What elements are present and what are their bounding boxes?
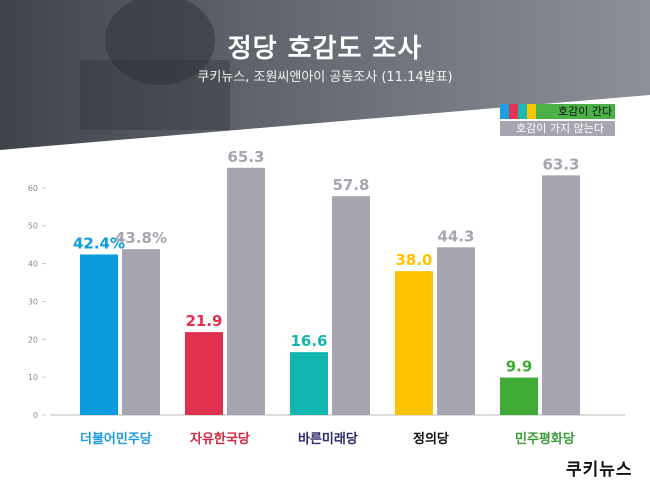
bar-dislike	[437, 247, 475, 415]
bar-like	[500, 377, 538, 415]
data-label: 43.8%	[115, 229, 167, 247]
legend-swatch-3	[518, 104, 527, 119]
bar-like	[185, 332, 223, 415]
data-label: 57.8	[332, 176, 369, 194]
bar-like	[80, 254, 118, 415]
party-label-1: 더불어민주당	[80, 432, 152, 447]
legend-swatch-1	[500, 104, 509, 119]
party-label-5: 민주평화당	[515, 432, 575, 447]
bar-like	[395, 271, 433, 415]
party-label-4: 정의당	[413, 432, 449, 447]
y-tick-label: 10	[28, 373, 38, 382]
bar-dislike	[227, 167, 265, 415]
legend-swatch-4	[527, 104, 536, 119]
bar-dislike	[542, 175, 580, 415]
legend-like: 호감이 간다	[500, 104, 615, 119]
bar-like	[290, 352, 328, 415]
legend-dislike: 호감이 가지 않는다	[500, 121, 615, 136]
legend-dislike-label: 호감이 가지 않는다	[516, 122, 604, 135]
data-label: 65.3	[227, 148, 264, 166]
data-label: 42.4%	[73, 234, 125, 252]
y-tick-label: 30	[28, 297, 38, 306]
bar-dislike	[332, 196, 370, 415]
header-white-wedge	[0, 95, 650, 150]
data-label: 16.6	[290, 332, 327, 350]
page-subtitle: 쿠키뉴스, 조원씨앤아이 공동조사 (11.14발표)	[197, 70, 453, 85]
legend-swatch-2	[509, 104, 518, 119]
page-title: 정당 호감도 조사	[227, 34, 423, 64]
data-label: 21.9	[185, 312, 222, 330]
y-tick-label: 0	[33, 411, 38, 420]
y-tick-label: 60	[28, 184, 38, 193]
data-label: 38.0	[395, 251, 432, 269]
legend-like-swatches	[500, 104, 536, 119]
bar-dislike	[122, 249, 160, 415]
data-label: 44.3	[437, 227, 474, 245]
data-label: 9.9	[506, 358, 533, 376]
party-label-2: 자유한국당	[190, 432, 250, 447]
brand-logo: 쿠키뉴스	[566, 460, 633, 480]
legend-like-label: 호감이 간다	[558, 105, 613, 118]
y-tick-label: 20	[28, 335, 38, 344]
party-label-3: 바른미래당	[298, 432, 358, 447]
data-label: 63.3	[542, 155, 579, 173]
y-tick-label: 40	[28, 260, 38, 269]
header-background	[0, 0, 650, 150]
y-tick-label: 50	[28, 222, 38, 231]
